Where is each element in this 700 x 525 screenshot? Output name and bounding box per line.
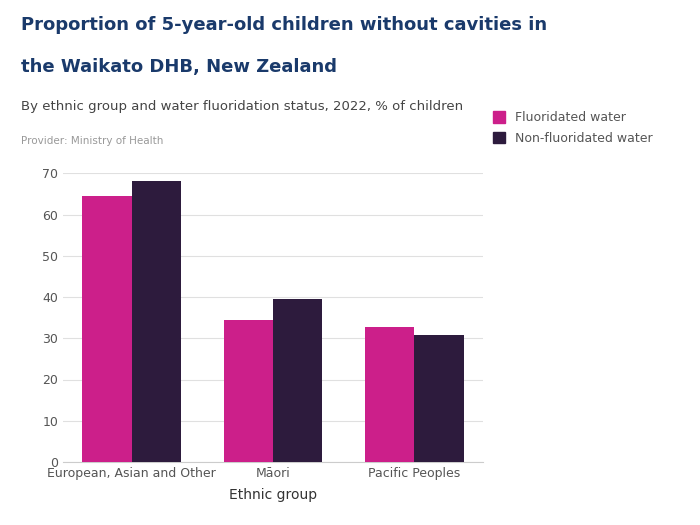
Bar	[414, 335, 464, 462]
Text: figure.nz: figure.nz	[595, 30, 665, 44]
X-axis label: Ethnic group: Ethnic group	[229, 488, 317, 502]
Text: By ethnic group and water fluoridation status, 2022, % of children: By ethnic group and water fluoridation s…	[21, 100, 463, 113]
Text: Proportion of 5-year-old children without cavities in: Proportion of 5-year-old children withou…	[21, 16, 547, 34]
Bar	[132, 181, 181, 462]
Bar	[82, 196, 132, 462]
Bar	[223, 320, 273, 462]
Legend: Fluoridated water, Non-fluoridated water: Fluoridated water, Non-fluoridated water	[493, 111, 653, 145]
Bar	[273, 299, 323, 462]
Text: Provider: Ministry of Health: Provider: Ministry of Health	[21, 136, 163, 146]
Text: the Waikato DHB, New Zealand: the Waikato DHB, New Zealand	[21, 58, 337, 76]
Bar	[365, 327, 414, 462]
